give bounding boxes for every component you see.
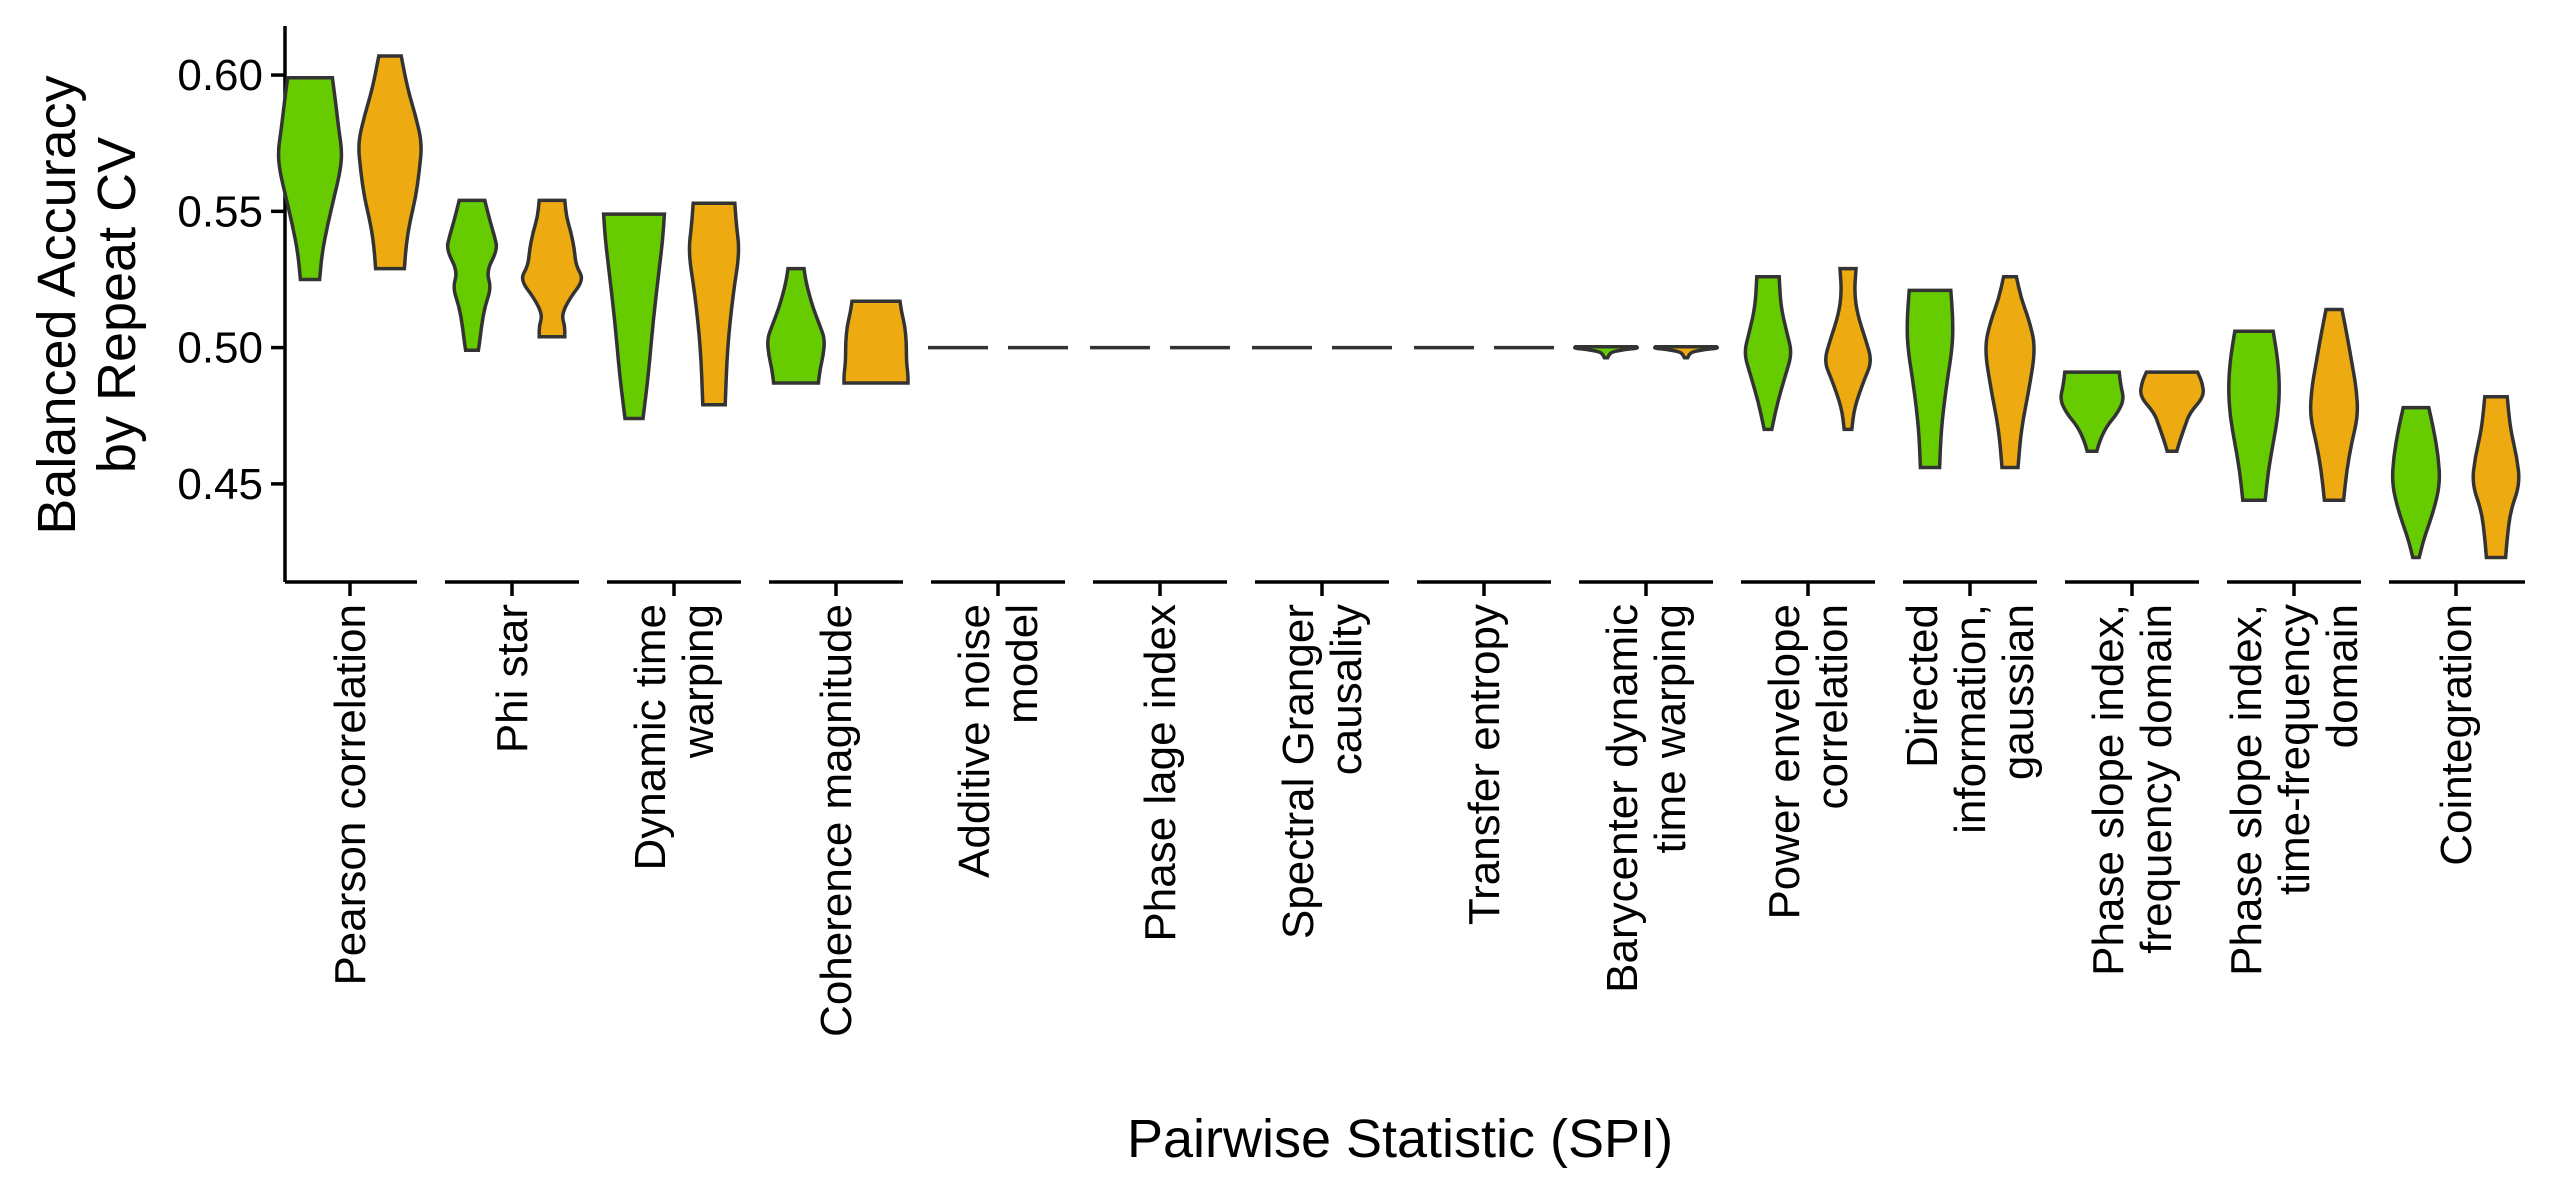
svg-text:Additive noisemodel: Additive noisemodel — [950, 604, 1047, 878]
violin-orange — [1824, 266, 1872, 432]
svg-text:Spectral Grangercausality: Spectral Grangercausality — [1274, 604, 1371, 939]
x-category-label: Pearson correlation — [326, 604, 375, 986]
svg-text:Transfer entropy: Transfer entropy — [1460, 604, 1509, 925]
violin-green — [1743, 274, 1793, 432]
x-category-label: Cointegration — [2432, 604, 2481, 866]
x-category-label: Additive noisemodel — [950, 604, 1047, 878]
violin-green — [2390, 405, 2442, 560]
violin-orange — [357, 54, 423, 271]
svg-text:Phase slope index,time-frequen: Phase slope index,time-frequencydomain — [2222, 604, 2367, 976]
violin-green — [2059, 370, 2125, 453]
svg-text:Barycenter dynamictime warping: Barycenter dynamictime warping — [1598, 604, 1695, 993]
violin-orange — [1652, 345, 1720, 360]
violin-green — [766, 266, 826, 385]
svg-text:Phase lage index: Phase lage index — [1136, 604, 1185, 942]
x-category-label: Phi star — [488, 604, 537, 753]
y-axis: 0.45 0.50 0.55 0.60 — [177, 26, 287, 582]
violin-green — [276, 76, 344, 282]
x-category-label: Directedinformation,gaussian — [1898, 604, 2043, 834]
violin-green — [2227, 329, 2281, 502]
y-tick-label: 0.50 — [177, 324, 263, 373]
y-tick-label: 0.55 — [177, 187, 263, 236]
x-axis-title: Pairwise Statistic (SPI) — [1127, 1109, 1673, 1169]
svg-text:Coherence magnitude: Coherence magnitude — [812, 604, 861, 1037]
violin-orange — [520, 198, 584, 339]
x-category-label: Dynamic timewarping — [626, 604, 723, 871]
x-axis — [285, 580, 2525, 596]
y-tick-label: 0.45 — [177, 460, 263, 509]
svg-text:Pearson correlation: Pearson correlation — [326, 604, 375, 986]
y-axis-title-text: Balanced Accuracyby Repeat CV — [27, 75, 147, 534]
violin-orange — [1984, 274, 2036, 470]
x-category-label: Spectral Grangercausality — [1274, 604, 1371, 939]
x-category-label: Transfer entropy — [1460, 604, 1509, 925]
violin-green — [1572, 345, 1640, 360]
x-category-label: Phase slope index,time-frequencydomain — [2222, 604, 2367, 976]
violin-orange — [842, 299, 910, 385]
violin-green — [601, 212, 667, 421]
violin-green — [445, 198, 499, 353]
svg-text:Power envelopecorrelation: Power envelopecorrelation — [1760, 604, 1857, 920]
y-axis-title: Balanced Accuracyby Repeat CV — [27, 75, 147, 534]
svg-text:Directedinformation,gaussian: Directedinformation,gaussian — [1898, 604, 2043, 834]
svg-text:Dynamic timewarping: Dynamic timewarping — [626, 604, 723, 871]
violin-orange — [687, 201, 741, 407]
violin-green — [1905, 288, 1955, 470]
x-category-label: Phase lage index — [1136, 604, 1185, 942]
x-category-label: Phase slope index,frequency domain — [2084, 604, 2181, 976]
x-tick-labels: Pearson correlation Phi star Dynamic timew… — [326, 604, 2481, 1037]
x-category-label: Power envelopecorrelation — [1760, 604, 1857, 920]
violin-orange — [2471, 394, 2521, 560]
y-tick-label: 0.60 — [177, 51, 263, 100]
svg-text:Phase slope index,frequency do: Phase slope index,frequency domain — [2084, 604, 2181, 976]
svg-text:Phi star: Phi star — [488, 604, 537, 753]
x-category-label: Barycenter dynamictime warping — [1598, 604, 1695, 993]
violin-orange — [2308, 307, 2360, 502]
x-category-label: Coherence magnitude — [812, 604, 861, 1037]
violin-orange — [2138, 370, 2206, 453]
violin-plot-area — [276, 54, 2521, 560]
svg-text:Cointegration: Cointegration — [2432, 604, 2481, 866]
